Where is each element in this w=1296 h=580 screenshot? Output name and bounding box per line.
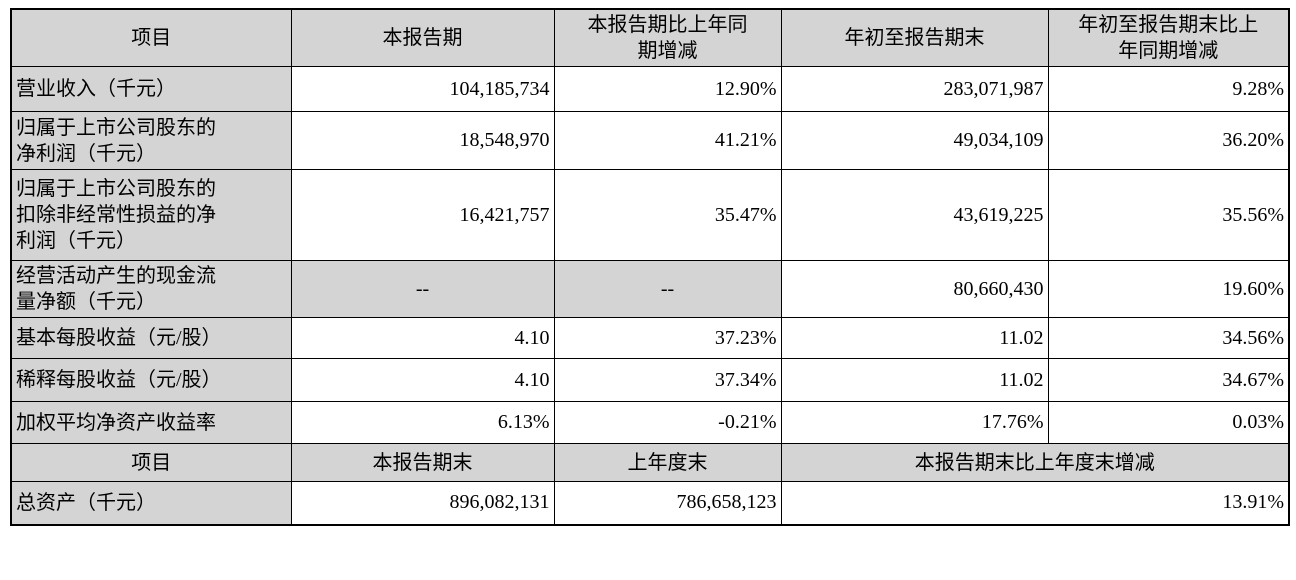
value-current-yoy: 12.90%	[553, 66, 782, 112]
row-net-profit-attributable: 归属于上市公司股东的 净利润（千元） 18,548,970 41.21% 49,…	[10, 111, 1290, 170]
value-ytd-yoy: 36.20%	[1047, 111, 1290, 170]
value-current: 6.13%	[290, 401, 555, 444]
value-current-yoy: --	[553, 260, 782, 318]
header-cell-item: 项目	[10, 8, 292, 67]
value-period-end: 896,082,131	[290, 481, 555, 525]
header-cell-ytd-yoy: 年初至报告期末比上 年同期增减	[1047, 8, 1290, 67]
value-ytd: 80,660,430	[780, 260, 1049, 318]
row-label: 基本每股收益（元/股）	[10, 317, 292, 359]
value-ytd: 49,034,109	[780, 111, 1049, 170]
header-cell-current-period: 本报告期	[290, 8, 555, 67]
row-label: 加权平均净资产收益率	[10, 401, 292, 444]
row-label: 经营活动产生的现金流 量净额（千元）	[10, 260, 292, 318]
row-operating-revenue: 营业收入（千元） 104,185,734 12.90% 283,071,987 …	[10, 66, 1290, 112]
value-current: 104,185,734	[290, 66, 555, 112]
header-cell-ytd: 年初至报告期末	[780, 8, 1049, 67]
row-total-assets: 总资产（千元） 896,082,131 786,658,123 13.91%	[10, 481, 1290, 525]
financial-summary-table: 项目 本报告期 本报告期比上年同 期增减 年初至报告期末 年初至报告期末比上 年…	[10, 8, 1290, 526]
header-cell-prior-year-end: 上年度末	[553, 443, 782, 482]
value-current: --	[290, 260, 555, 318]
header-cell-current-period-yoy: 本报告期比上年同 期增减	[553, 8, 782, 67]
row-basic-eps: 基本每股收益（元/股） 4.10 37.23% 11.02 34.56%	[10, 317, 1290, 359]
header-cell-period-end: 本报告期末	[290, 443, 555, 482]
header-row-period: 项目 本报告期 本报告期比上年同 期增减 年初至报告期末 年初至报告期末比上 年…	[10, 8, 1290, 67]
value-change: 13.91%	[780, 481, 1290, 525]
row-diluted-eps: 稀释每股收益（元/股） 4.10 37.34% 11.02 34.67%	[10, 358, 1290, 402]
value-ytd: 11.02	[780, 358, 1049, 402]
value-ytd: 283,071,987	[780, 66, 1049, 112]
value-ytd: 11.02	[780, 317, 1049, 359]
value-ytd-yoy: 34.67%	[1047, 358, 1290, 402]
value-current: 18,548,970	[290, 111, 555, 170]
value-current-yoy: -0.21%	[553, 401, 782, 444]
value-current-yoy: 35.47%	[553, 169, 782, 261]
value-current: 4.10	[290, 317, 555, 359]
row-label: 稀释每股收益（元/股）	[10, 358, 292, 402]
header-cell-item-2: 项目	[10, 443, 292, 482]
value-ytd-yoy: 0.03%	[1047, 401, 1290, 444]
value-current-yoy: 37.34%	[553, 358, 782, 402]
row-label: 归属于上市公司股东的 扣除非经常性损益的净 利润（千元）	[10, 169, 292, 261]
header-row-period-end: 项目 本报告期末 上年度末 本报告期末比上年度末增减	[10, 443, 1290, 482]
value-ytd-yoy: 34.56%	[1047, 317, 1290, 359]
value-current-yoy: 37.23%	[553, 317, 782, 359]
value-current: 4.10	[290, 358, 555, 402]
row-label: 营业收入（千元）	[10, 66, 292, 112]
row-weighted-avg-roe: 加权平均净资产收益率 6.13% -0.21% 17.76% 0.03%	[10, 401, 1290, 444]
row-label: 归属于上市公司股东的 净利润（千元）	[10, 111, 292, 170]
value-current-yoy: 41.21%	[553, 111, 782, 170]
value-ytd-yoy: 19.60%	[1047, 260, 1290, 318]
row-operating-cash-flow: 经营活动产生的现金流 量净额（千元） -- -- 80,660,430 19.6…	[10, 260, 1290, 318]
value-ytd-yoy: 9.28%	[1047, 66, 1290, 112]
header-cell-change-vs-prior-year-end: 本报告期末比上年度末增减	[780, 443, 1290, 482]
value-prior-year-end: 786,658,123	[553, 481, 782, 525]
value-ytd-yoy: 35.56%	[1047, 169, 1290, 261]
value-ytd: 43,619,225	[780, 169, 1049, 261]
value-ytd: 17.76%	[780, 401, 1049, 444]
row-label: 总资产（千元）	[10, 481, 292, 525]
value-current: 16,421,757	[290, 169, 555, 261]
row-net-profit-excl-nonrecurring: 归属于上市公司股东的 扣除非经常性损益的净 利润（千元） 16,421,757 …	[10, 169, 1290, 261]
